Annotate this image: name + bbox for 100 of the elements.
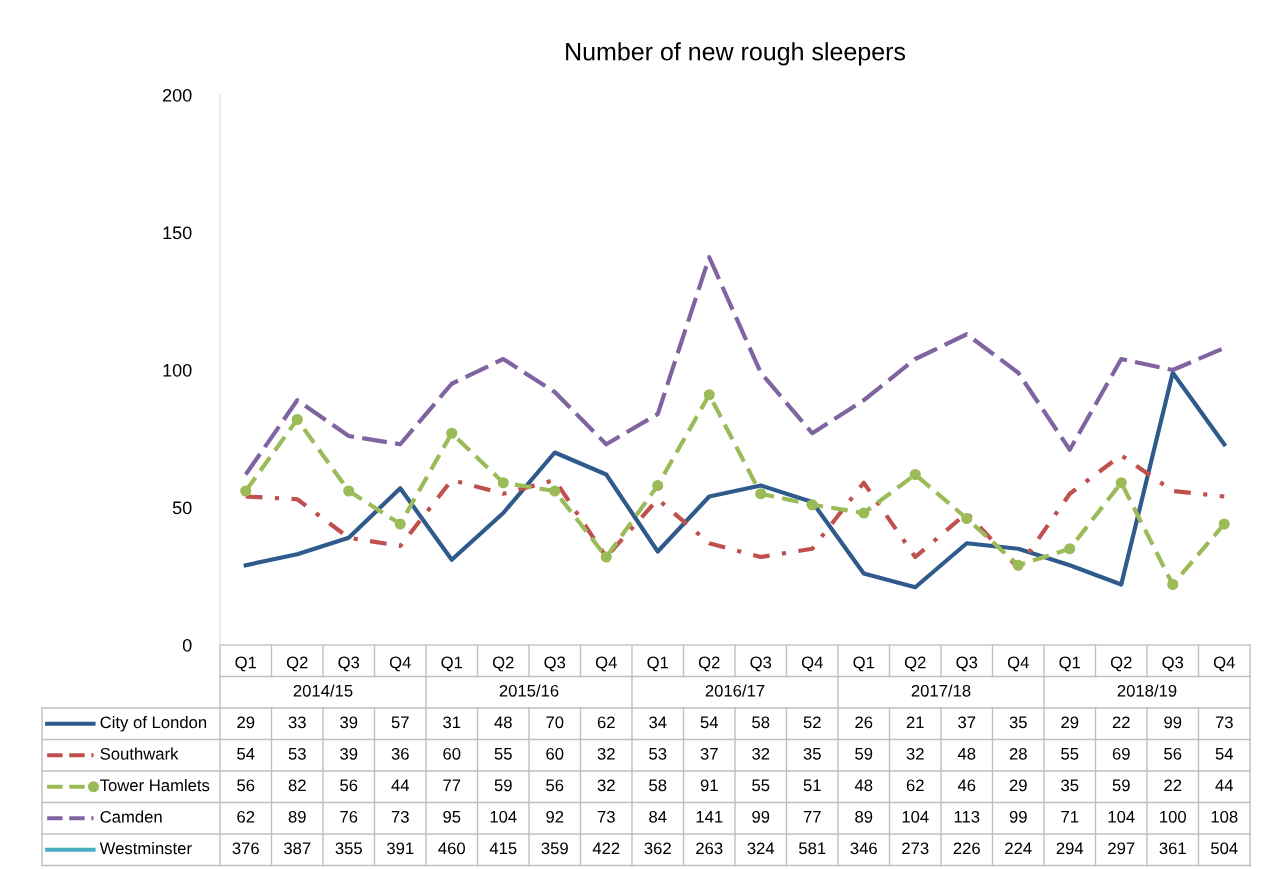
data-label: 91 — [700, 779, 718, 792]
point — [600, 551, 612, 563]
data-label: 77 — [443, 779, 461, 792]
data-label: 54 — [1215, 748, 1234, 760]
data-label: 54 — [237, 748, 255, 760]
text: 2018/19 — [1117, 684, 1177, 697]
data-label: 76 — [340, 810, 358, 823]
text: 415 — [489, 842, 517, 855]
data-label: 60 — [443, 747, 461, 760]
point — [1115, 477, 1127, 489]
x-tick-label: Q1 — [647, 656, 669, 672]
data-label: 100 — [1160, 810, 1186, 823]
data-label: 48 — [957, 747, 976, 760]
text: 294 — [1056, 842, 1084, 855]
x-tick-label: Q1 — [853, 656, 875, 672]
point — [703, 389, 715, 401]
data-label: 62 — [237, 810, 255, 823]
data-label: 57 — [391, 716, 409, 729]
point — [909, 468, 921, 481]
data-label: 55 — [752, 779, 770, 792]
text: 387 — [283, 842, 311, 855]
data-label: 104 — [1108, 810, 1135, 823]
data-label: 55 — [1061, 748, 1079, 760]
data-label: 89 — [288, 810, 306, 823]
data-label: 32 — [597, 747, 615, 760]
data-label: 39 — [340, 716, 358, 729]
data-label: 56 — [237, 779, 255, 792]
point — [549, 485, 561, 497]
legend-label: Southwark — [100, 747, 179, 760]
data-label: 33 — [288, 716, 306, 729]
data-label: 56 — [340, 779, 358, 792]
x-tick-label: Q3 — [544, 656, 566, 672]
point — [394, 518, 406, 530]
data-label: 29 — [1061, 716, 1079, 729]
x-tick-label: Q3 — [750, 656, 772, 672]
data-label: 82 — [288, 779, 306, 792]
data-label: 108 — [1211, 810, 1238, 823]
data-label: 69 — [1112, 747, 1130, 760]
text: 2016/17 — [705, 684, 765, 697]
data-label: 29 — [1009, 779, 1027, 792]
x-tick-label: Q1 — [235, 656, 257, 672]
data-label: 34 — [649, 716, 667, 729]
data-label: 95 — [443, 810, 461, 823]
data-label: 73 — [391, 810, 409, 823]
legend-label: Tower Hamlets — [100, 778, 210, 792]
data-label: 55 — [494, 748, 512, 760]
x-tick-label: Q4 — [801, 656, 823, 672]
data-label: 46 — [957, 779, 976, 792]
data-label: 141 — [696, 811, 723, 823]
text: 324 — [747, 842, 775, 855]
data-label: 59 — [494, 779, 512, 792]
data-label: 22 — [1164, 779, 1182, 792]
data-label: 104 — [490, 810, 517, 823]
data-label: 37 — [700, 747, 718, 760]
point — [1064, 543, 1076, 555]
text: 391 — [386, 842, 414, 855]
point — [1218, 518, 1230, 530]
data-label: 99 — [1009, 810, 1027, 823]
text: 581 — [799, 842, 826, 855]
text: 355 — [335, 842, 362, 855]
text: 504 — [1211, 842, 1238, 855]
x-tick-label: Q2 — [492, 656, 514, 672]
data-label: 58 — [649, 779, 667, 792]
data-label: 77 — [803, 811, 821, 823]
point — [806, 499, 818, 511]
x-tick-label: Q2 — [1110, 656, 1132, 672]
text: 297 — [1108, 842, 1135, 855]
x-tick-label: Q3 — [338, 656, 360, 672]
data-label: 35 — [803, 747, 821, 760]
data-label: 51 — [803, 779, 821, 792]
text: 361 — [1159, 842, 1186, 855]
point — [652, 479, 664, 492]
data-label: 73 — [1215, 716, 1233, 729]
x-tick-label: Q3 — [956, 656, 978, 672]
point — [1012, 559, 1024, 571]
point — [755, 488, 767, 500]
text: 2015/16 — [499, 684, 559, 697]
data-label: 32 — [906, 747, 924, 760]
data-label: 99 — [1164, 716, 1182, 729]
data-label: 21 — [906, 716, 924, 729]
data-label: 29 — [237, 716, 255, 729]
text: 2014/15 — [293, 684, 353, 697]
data-label: 54 — [700, 716, 719, 729]
data-label: 104 — [902, 810, 929, 823]
point — [497, 477, 509, 489]
data-label: 99 — [752, 810, 770, 823]
data-label: 56 — [546, 779, 564, 792]
data-label: 32 — [597, 779, 615, 792]
legend-label: City of London — [100, 715, 207, 732]
text: 362 — [644, 842, 671, 855]
data-label: 70 — [546, 716, 564, 729]
x-tick-label: Q4 — [595, 656, 617, 672]
data-label: 73 — [597, 810, 615, 823]
x-tick-label: Q2 — [904, 656, 926, 672]
text: 376 — [232, 842, 259, 855]
data-label: 48 — [494, 716, 512, 729]
data-label: 22 — [1112, 716, 1130, 729]
data-label: 84 — [649, 810, 667, 823]
x-tick-label: Q4 — [1213, 656, 1235, 672]
point — [446, 427, 458, 439]
